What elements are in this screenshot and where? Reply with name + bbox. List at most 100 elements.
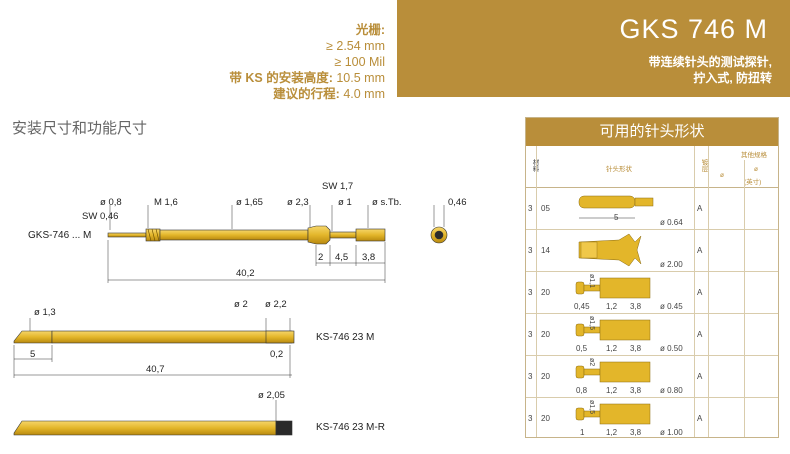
tip-shape-table: 可用的针头形状 材料 针头形状 镀层 其他规格 ø ø (英寸) 3 05 5 … <box>525 117 779 438</box>
section-title: 安装尺寸和功能尺寸 <box>12 120 148 137</box>
row-dim: ø2 <box>588 358 595 367</box>
row-diameter: ø 0.50 <box>660 344 683 353</box>
row-material: 3 <box>528 372 533 381</box>
row-dim: 3,8 <box>630 386 642 395</box>
stroke-label: 建议的行程: <box>273 87 340 101</box>
table-row: 3 05 5 ø 0.64 A <box>526 188 778 230</box>
dim-d2-3: ø 2,3 <box>287 197 309 208</box>
product-description: 带连续针头的测试探针, 拧入式, 防扭转 <box>572 54 772 86</box>
row-coating: A <box>697 246 703 255</box>
row-material: 3 <box>528 288 533 297</box>
table-row: 3 20 ø1,5 1 1,2 3,8 ø 1.00 A <box>526 398 778 440</box>
dim-d-s-tb: ø s.Tb. <box>372 197 402 208</box>
description-line-1: 带连续针头的测试探针, <box>648 55 772 69</box>
dim-len-4-5: 4,5 <box>335 252 349 263</box>
table-divider <box>694 146 695 437</box>
height-label: 带 KS 的安装高度: <box>229 71 333 85</box>
dim-len-0-2: 0,2 <box>270 349 284 360</box>
table-row: 3 20 ø1,5 0,5 1,2 3,8 ø 0.50 A <box>526 314 778 356</box>
row-dim: ø1,5 <box>588 400 595 415</box>
grid-mm: ≥ 2.54 mm <box>326 39 385 53</box>
row-diameter: ø 0.80 <box>660 386 683 395</box>
row-dim: 0,5 <box>576 344 588 353</box>
row-material: 3 <box>528 414 533 423</box>
dim-sw-0-46: SW 0,46 <box>82 211 119 222</box>
col-other: 其他规格 <box>741 152 767 159</box>
dim-d1: ø 1 <box>338 197 352 208</box>
height-value: 10.5 mm <box>336 71 385 85</box>
table-title: 可用的针头形状 <box>526 118 778 146</box>
dim-d2-05: ø 2,05 <box>258 390 285 401</box>
row-number: 20 <box>541 414 550 423</box>
dim-d1-65: ø 1,65 <box>236 197 263 208</box>
row-diameter: ø 0.45 <box>660 302 683 311</box>
row-material: 3 <box>528 246 533 255</box>
row-dim: 5 <box>614 213 619 222</box>
col-dia: ø <box>720 172 724 179</box>
row-coating: A <box>697 414 703 423</box>
table-subheader: 材料 针头形状 镀层 其他规格 ø ø (英寸) <box>526 146 778 188</box>
table-row: 3 20 ø1,1 0,45 1,2 3,8 ø 0.45 A <box>526 272 778 314</box>
row-dim: 0,8 <box>576 386 588 395</box>
row-dim: 1,2 <box>606 428 618 437</box>
dim-d0-8: ø 0,8 <box>100 197 122 208</box>
description-line-2: 拧入式, 防扭转 <box>693 71 772 85</box>
row-dim: 0,45 <box>574 302 590 311</box>
model-title: GKS 746 M <box>619 14 768 44</box>
tip-shape-20-b <box>575 319 651 341</box>
row-dim: 3,8 <box>630 344 642 353</box>
row-coating: A <box>697 330 703 339</box>
tip-shape-20-c <box>575 361 651 383</box>
row-dim: ø1,5 <box>588 316 595 331</box>
col-dia-inch-note: (英寸) <box>744 179 762 186</box>
row-number: 20 <box>541 288 550 297</box>
technical-drawing <box>13 205 448 436</box>
row-material: 3 <box>528 204 533 213</box>
table-row: 3 14 ø 2.00 A <box>526 230 778 272</box>
row-dim: 3,8 <box>630 428 642 437</box>
row-diameter: ø 1.00 <box>660 428 683 437</box>
col-coating: 镀层 <box>700 159 707 172</box>
dim-m-1-6: M 1,6 <box>154 197 178 208</box>
stroke-value: 4.0 mm <box>343 87 385 101</box>
dim-0-46: 0,46 <box>448 197 467 208</box>
row-coating: A <box>697 372 703 381</box>
col-dia-inch: ø <box>754 166 758 173</box>
tip-shape-20-d <box>575 403 651 425</box>
row-number: 20 <box>541 330 550 339</box>
dim-len-40-7: 40,7 <box>146 364 165 375</box>
row-coating: A <box>697 288 703 297</box>
product-header: GKS 746 M 带连续针头的测试探针, 拧入式, 防扭转 <box>397 0 790 97</box>
dim-len-3-8: 3,8 <box>362 252 376 263</box>
spec-block: 光栅: ≥ 2.54 mm ≥ 100 Mil 带 KS 的安装高度: 10.5… <box>180 22 385 102</box>
col-shape: 针头形状 <box>606 166 632 173</box>
label-gks-746: GKS-746 ... M <box>28 230 92 241</box>
dim-d2: ø 2 <box>234 299 248 310</box>
row-number: 20 <box>541 372 550 381</box>
tip-shape-05 <box>578 195 654 219</box>
tip-shape-14 <box>578 233 642 267</box>
receptacle-ks-746-23-m <box>13 330 295 344</box>
dim-len-40-2: 40,2 <box>236 268 255 279</box>
row-dim: ø1,1 <box>588 274 595 289</box>
row-number: 14 <box>541 246 550 255</box>
row-coating: A <box>697 204 703 213</box>
row-material: 3 <box>528 330 533 339</box>
grid-mil: ≥ 100 Mil <box>334 55 385 69</box>
table-divider <box>708 146 709 437</box>
row-dim: 1 <box>580 428 585 437</box>
row-diameter: ø 0.64 <box>660 218 683 227</box>
row-dim: 1,2 <box>606 302 618 311</box>
tip-shape-20-a <box>575 277 651 299</box>
receptacle-ks-746-23-m-r <box>13 420 293 436</box>
dim-len-2: 2 <box>318 252 324 263</box>
probe-gks-746 <box>107 225 448 245</box>
table-divider <box>536 146 537 437</box>
dim-d1-3: ø 1,3 <box>34 307 56 318</box>
row-dim: 1,2 <box>606 344 618 353</box>
row-number: 05 <box>541 204 550 213</box>
grid-label: 光栅: <box>355 23 385 37</box>
dim-sw-1-7: SW 1,7 <box>322 181 354 192</box>
table-row: 3 20 ø2 0,8 1,2 3,8 ø 0.80 A <box>526 356 778 398</box>
row-dim: 1,2 <box>606 386 618 395</box>
